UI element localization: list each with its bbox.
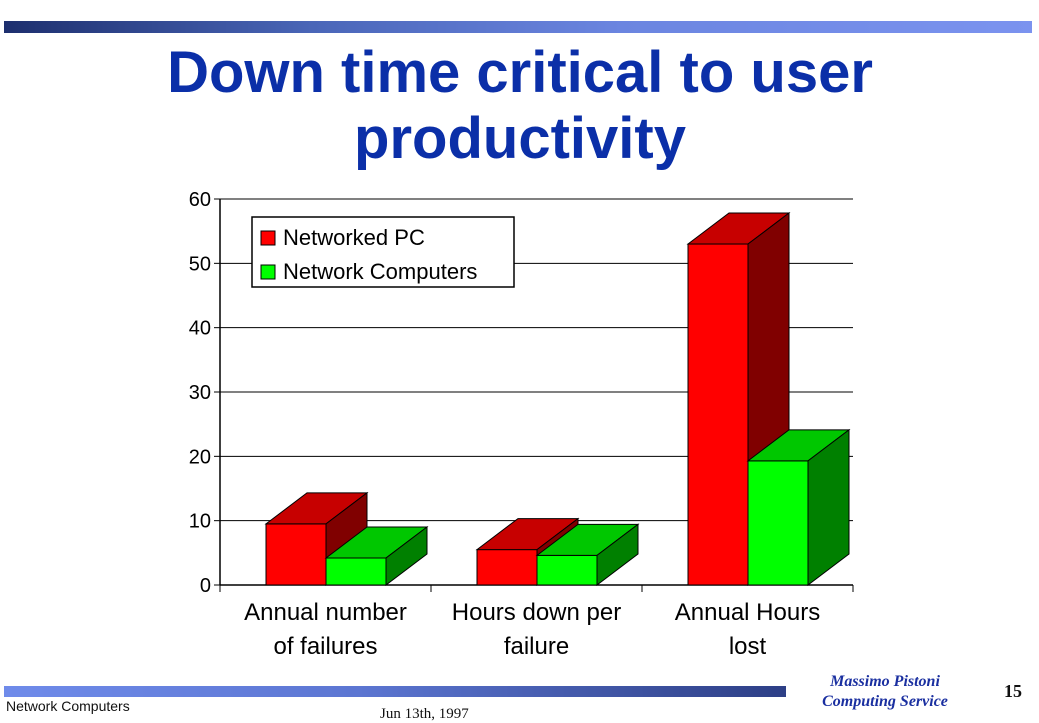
author-department: Computing Service bbox=[822, 693, 948, 710]
y-tick-label: 40 bbox=[189, 318, 211, 340]
bar-side-face bbox=[385, 525, 428, 587]
bar-network-computers-1 bbox=[536, 554, 598, 586]
x-tick-label: Annual Hours bbox=[675, 599, 820, 626]
y-tick-label: 60 bbox=[189, 189, 211, 211]
bar-networked-pc-0 bbox=[265, 523, 327, 586]
title-line-2: productivity bbox=[354, 106, 686, 171]
x-tick-label: failure bbox=[504, 633, 569, 660]
author-name: Massimo Pistoni bbox=[830, 673, 940, 690]
footer-author: Massimo Pistoni Computing Service bbox=[790, 672, 980, 712]
legend-label: Networked PC bbox=[283, 225, 425, 250]
y-tick-label: 50 bbox=[189, 253, 211, 275]
legend-box bbox=[251, 216, 515, 288]
bar-networked-pc-2 bbox=[687, 243, 749, 586]
x-tick-label: lost bbox=[729, 633, 767, 660]
bottom-accent-bar bbox=[4, 686, 786, 697]
footer-date: Jun 13th, 1997 bbox=[380, 706, 469, 722]
title-line-1: Down time critical to user bbox=[167, 40, 873, 105]
x-tick-label: Annual number bbox=[244, 599, 407, 626]
page-number: 15 bbox=[1004, 681, 1022, 701]
footer-left-text: Network Computers bbox=[6, 698, 130, 714]
y-tick-label: 30 bbox=[189, 382, 211, 404]
bar-side-face bbox=[596, 523, 639, 587]
y-tick-label: 10 bbox=[189, 511, 211, 533]
legend-label: Network Computers bbox=[283, 259, 477, 284]
top-accent-bar bbox=[4, 21, 1032, 33]
y-tick-label: 20 bbox=[189, 446, 211, 468]
x-tick-label: Hours down per bbox=[452, 599, 621, 626]
y-tick-label: 0 bbox=[200, 575, 211, 597]
bar-network-computers-0 bbox=[325, 557, 387, 586]
legend-swatch-networked-pc bbox=[260, 230, 276, 246]
bar-side-face bbox=[807, 428, 850, 587]
x-tick-label: of failures bbox=[273, 633, 377, 660]
slide-title: Down time critical to user productivity bbox=[60, 40, 980, 172]
bar-network-computers-2 bbox=[747, 460, 809, 586]
bar-networked-pc-1 bbox=[476, 549, 538, 586]
legend-swatch-network-computers bbox=[260, 264, 276, 280]
